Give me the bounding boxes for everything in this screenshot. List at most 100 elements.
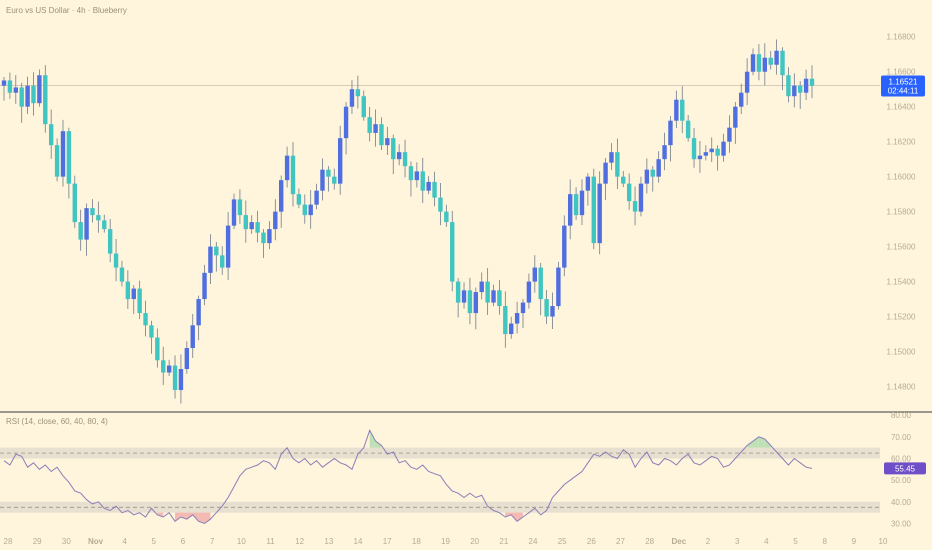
candle-body[interactable] (703, 152, 709, 156)
candle-body[interactable] (792, 85, 797, 97)
candle-body[interactable] (544, 299, 549, 317)
candle-body[interactable] (107, 229, 113, 254)
candle-body[interactable] (214, 246, 219, 256)
candle-body[interactable] (273, 211, 278, 230)
candle-body[interactable] (432, 181, 437, 198)
candle-body[interactable] (385, 138, 390, 146)
candle-body[interactable] (674, 99, 679, 121)
candle-body[interactable] (143, 313, 148, 326)
candle-body[interactable] (90, 208, 95, 216)
candle-body[interactable] (249, 222, 254, 230)
candle-body[interactable] (485, 281, 490, 303)
candle-body[interactable] (320, 169, 325, 191)
candle-body[interactable] (408, 166, 414, 181)
candle-body[interactable] (337, 138, 343, 184)
candle-body[interactable] (7, 80, 13, 93)
candle-body[interactable] (25, 85, 30, 107)
candle-body[interactable] (137, 288, 142, 314)
candle-body[interactable] (556, 267, 561, 307)
time-axis[interactable]: 28 29 30 Nov 4 5 6 7 10 11 12 13 14 17 18 19 20 21 24 25 26 2… (4, 537, 888, 546)
candle-body[interactable] (680, 99, 685, 121)
candle-body[interactable] (78, 222, 83, 240)
candle-body[interactable] (733, 106, 738, 128)
candle-body[interactable] (739, 92, 744, 107)
candle-body[interactable] (349, 89, 355, 107)
candle-body[interactable] (255, 222, 260, 233)
candle-body[interactable] (697, 155, 703, 160)
candle-body[interactable] (278, 180, 284, 212)
candle-body[interactable] (326, 169, 331, 177)
candle-body[interactable] (131, 288, 136, 300)
candle-body[interactable] (113, 253, 119, 268)
candle-body[interactable] (798, 85, 803, 93)
candle-body[interactable] (414, 171, 420, 181)
candle-body[interactable] (243, 215, 249, 230)
candle-body[interactable] (444, 211, 449, 223)
rsi-line[interactable] (3, 429, 813, 525)
candle-body[interactable] (744, 71, 750, 93)
candle-body[interactable] (509, 323, 514, 335)
candle-body[interactable] (261, 232, 266, 244)
candle-body[interactable] (66, 131, 72, 184)
candle-body[interactable] (579, 190, 585, 216)
candle-body[interactable] (202, 272, 207, 300)
candle-body[interactable] (208, 246, 213, 273)
candle-body[interactable] (72, 183, 77, 223)
candle-body[interactable] (308, 204, 313, 216)
candle-body[interactable] (662, 145, 667, 160)
candle-body[interactable] (709, 148, 714, 153)
candle-body[interactable] (267, 229, 272, 244)
candle-body[interactable] (638, 183, 644, 212)
candle-body[interactable] (125, 281, 131, 300)
candle-body[interactable] (461, 290, 467, 303)
candle-body[interactable] (526, 281, 532, 303)
candle-body[interactable] (573, 194, 579, 216)
candle-body[interactable] (626, 183, 632, 202)
candle-body[interactable] (149, 325, 154, 338)
candle-body[interactable] (721, 141, 726, 156)
candle-body[interactable] (567, 194, 573, 226)
candle-body[interactable] (161, 360, 166, 373)
candle-body[interactable] (644, 169, 650, 184)
candle-body[interactable] (190, 325, 195, 349)
candle-body[interactable] (355, 89, 361, 97)
candle-body[interactable] (172, 365, 178, 391)
candle-body[interactable] (562, 225, 567, 268)
candle-body[interactable] (60, 131, 66, 177)
candle-body[interactable] (1, 80, 7, 86)
candle-body[interactable] (96, 215, 101, 221)
candle-body[interactable] (756, 54, 762, 72)
candle-body[interactable] (290, 155, 296, 195)
candle-body[interactable] (609, 152, 614, 163)
candle-body[interactable] (84, 208, 89, 240)
candle-body[interactable] (762, 57, 768, 72)
candle-body[interactable] (750, 54, 756, 72)
candle-body[interactable] (166, 365, 172, 373)
candlestick-series[interactable] (1, 39, 815, 404)
candle-body[interactable] (585, 176, 591, 191)
candle-body[interactable] (184, 348, 190, 370)
candle-body[interactable] (19, 87, 24, 107)
candle-body[interactable] (426, 181, 431, 191)
candle-body[interactable] (196, 299, 201, 326)
candle-body[interactable] (155, 337, 160, 361)
candle-body[interactable] (491, 290, 496, 303)
candle-body[interactable] (296, 194, 302, 205)
candle-body[interactable] (774, 50, 779, 65)
candle-body[interactable] (621, 176, 626, 184)
candle-body[interactable] (632, 201, 638, 212)
candle-body[interactable] (361, 96, 366, 118)
candle-body[interactable] (220, 255, 225, 268)
candle-body[interactable] (768, 57, 773, 65)
candle-body[interactable] (379, 124, 384, 146)
candle-body[interactable] (402, 152, 408, 167)
candle-body[interactable] (809, 78, 815, 86)
candle-body[interactable] (668, 120, 673, 146)
candle-body[interactable] (715, 148, 720, 156)
candle-body[interactable] (479, 281, 484, 293)
candle-body[interactable] (13, 87, 18, 93)
candle-body[interactable] (102, 220, 107, 230)
candle-body[interactable] (343, 106, 349, 139)
candle-body[interactable] (373, 124, 378, 133)
